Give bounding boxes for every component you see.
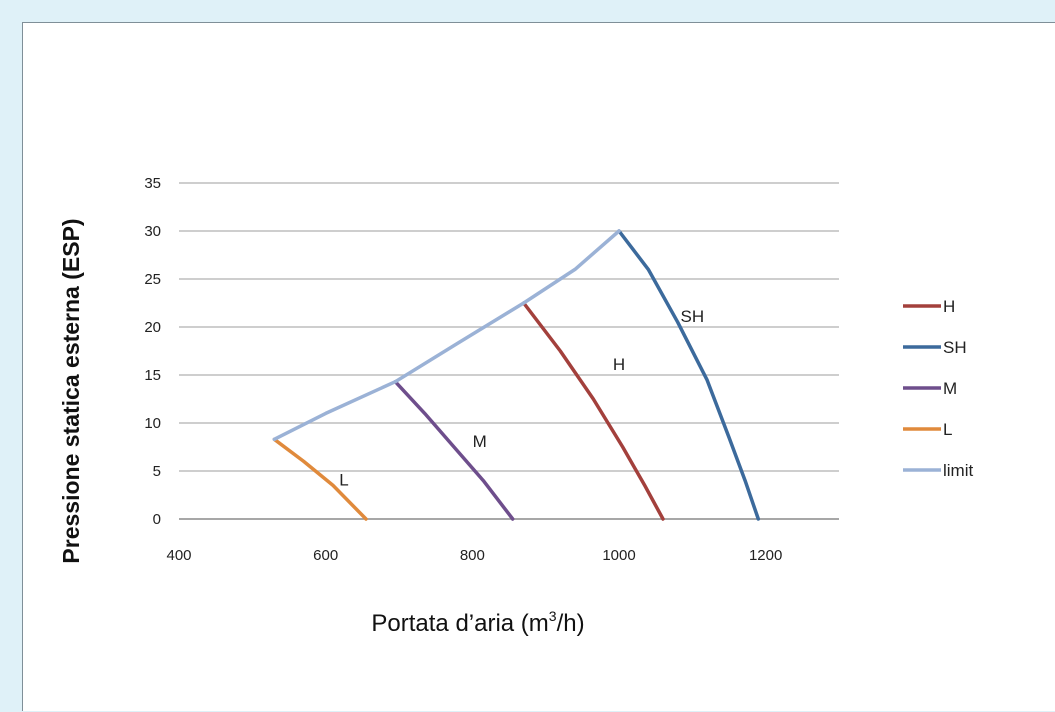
legend-entry-sh: SH: [943, 338, 967, 357]
esp-chart: 0 5 10 15 20 25 30 35 400 600 800 1000 1200 H SH M L H S…: [58, 175, 973, 637]
series-line-m: [393, 379, 515, 521]
y-tick-label: 10: [144, 415, 161, 432]
series-line-limit: [272, 229, 621, 442]
legend-entry-m: M: [943, 379, 957, 398]
y-tick-label: 15: [144, 367, 161, 384]
y-tick-label: 20: [144, 319, 161, 336]
x-tick-label: 400: [166, 547, 191, 564]
x-tick-label: 800: [460, 547, 485, 564]
x-axis-label-superscript: 3: [549, 608, 557, 624]
x-axis-label: Portata d’aria (m3/h): [371, 608, 584, 637]
grid-lines: [179, 182, 839, 472]
y-tick-label: 0: [153, 511, 161, 528]
series-line-sh: [617, 229, 761, 521]
x-tick-label: 1000: [602, 547, 635, 564]
chart-frame: 0 5 10 15 20 25 30 35 400 600 800 1000 1200 H SH M L H S…: [22, 22, 1055, 711]
curve-label-h: H: [613, 355, 625, 374]
series-lines: [272, 229, 761, 521]
legend-entry-limit: limit: [943, 461, 973, 480]
curve-labels: H SH M L: [339, 307, 704, 489]
series-line-l: [272, 437, 368, 521]
legend-entry-l: L: [943, 420, 952, 439]
y-axis-label: Pressione statica esterna (ESP): [58, 218, 84, 563]
x-axis-label-main: Portata d’aria (m: [371, 610, 548, 637]
x-axis-label-tail: /h): [557, 610, 585, 637]
legend-entry-h: H: [943, 297, 955, 316]
curve-label-sh: SH: [681, 307, 705, 326]
curve-label-l: L: [339, 470, 348, 489]
y-tick-label: 30: [144, 223, 161, 240]
y-tick-label: 35: [144, 175, 161, 192]
series-line-h: [521, 301, 665, 521]
tick-labels: 0 5 10 15 20 25 30 35 400 600 800 1000 1200: [144, 175, 782, 564]
x-tick-label: 1200: [749, 547, 782, 564]
x-tick-label: 600: [313, 547, 338, 564]
y-tick-label: 5: [153, 463, 161, 480]
y-tick-label: 25: [144, 271, 161, 288]
curve-label-m: M: [473, 432, 487, 451]
